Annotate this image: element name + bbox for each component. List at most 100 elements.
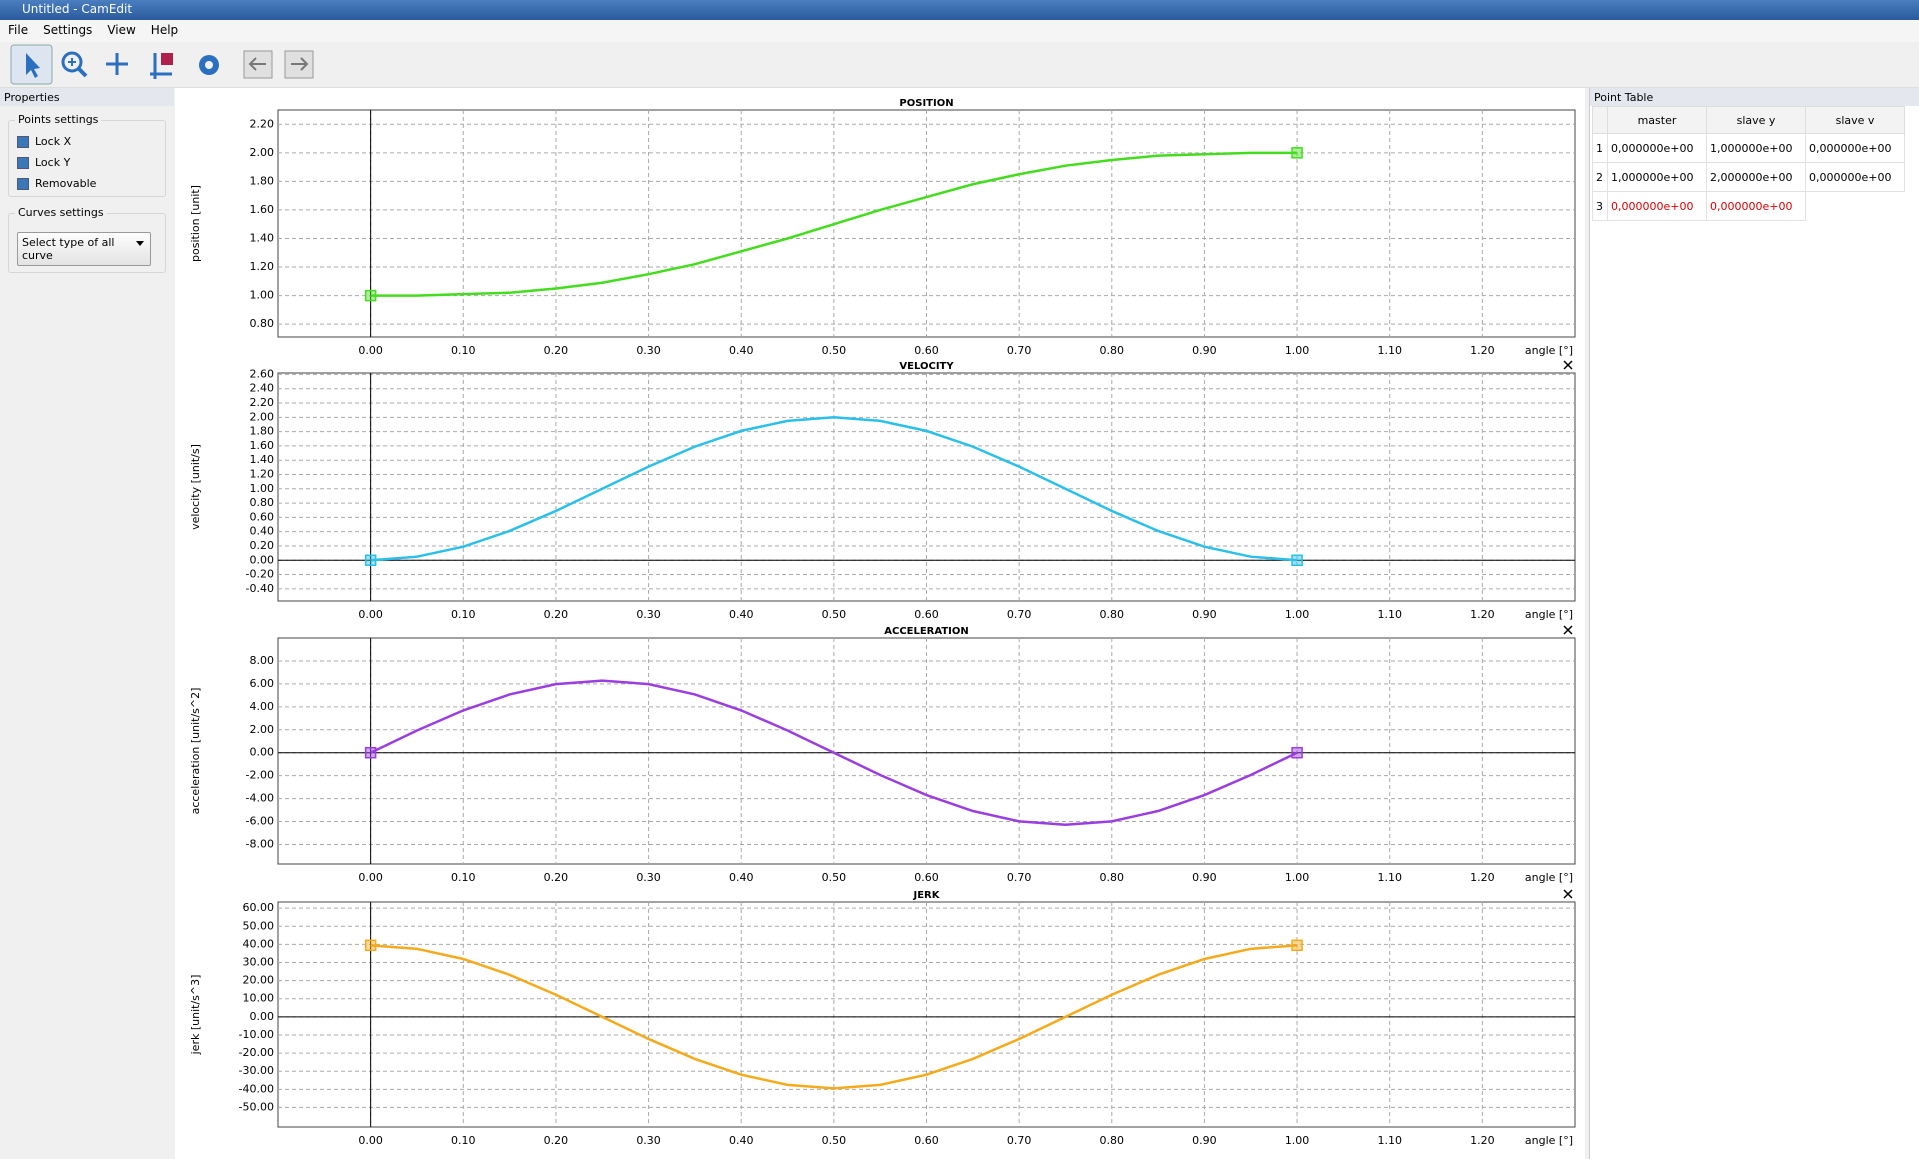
y-tick-label: -20.00 [239, 1046, 274, 1059]
y-tick-label: -8.00 [246, 837, 274, 850]
y-tick-label: 40.00 [243, 937, 275, 950]
y-tick-label: -0.40 [246, 582, 274, 595]
curve [370, 416, 1298, 562]
y-tick-label: 60.00 [243, 901, 275, 914]
x-tick-label: 1.00 [1285, 344, 1310, 357]
curve-type-dropdown[interactable]: Select type of all curve [17, 232, 151, 266]
table-row[interactable]: 3 0,000000e+00 0,000000e+00 [1592, 191, 1905, 221]
x-tick-label: 0.30 [636, 871, 661, 884]
control-point[interactable] [1291, 746, 1303, 759]
x-tick-label: 1.20 [1470, 1134, 1495, 1147]
control-point[interactable] [364, 746, 377, 759]
table-cell[interactable]: 2,000000e+00 [1706, 162, 1806, 192]
table-cell[interactable]: 0,000000e+00 [1607, 191, 1707, 221]
y-tick-label: 8.00 [250, 654, 275, 667]
y-axis-label: acceleration [unit/s^2] [189, 688, 202, 815]
menu-item[interactable]: View [107, 23, 136, 37]
table-cell[interactable]: 1,000000e+00 [1706, 133, 1806, 163]
x-tick-label: 1.20 [1470, 871, 1495, 884]
control-point[interactable] [1291, 554, 1303, 567]
close-button[interactable] [1563, 889, 1573, 899]
x-tick-label: 0.90 [1192, 608, 1217, 621]
x-tick-label: 0.30 [636, 1134, 661, 1147]
y-tick-label: 0.60 [250, 510, 275, 523]
tool-back[interactable] [243, 50, 273, 79]
control-point[interactable] [1291, 147, 1303, 159]
table-cell[interactable]: 0,000000e+00 [1805, 133, 1905, 163]
table-cell[interactable]: 3 [1592, 191, 1608, 221]
tool-settings[interactable] [199, 55, 219, 75]
y-tick-label: -50.00 [239, 1100, 274, 1113]
y-tick-label: 4.00 [250, 700, 275, 713]
tool-zoom[interactable] [61, 51, 88, 78]
x-tick-label: 0.00 [358, 608, 383, 621]
y-axis-label: position [unit] [189, 185, 202, 262]
table-cell[interactable]: 0,000000e+00 [1607, 133, 1707, 163]
x-tick-label: 0.20 [544, 871, 569, 884]
curve [370, 151, 1298, 297]
y-tick-label: 1.20 [250, 467, 275, 480]
x-tick-label: 0.50 [822, 1134, 847, 1147]
group-title: Points settings [15, 113, 102, 126]
menu-item[interactable]: Settings [43, 23, 93, 37]
table-cell[interactable]: 1,000000e+00 [1607, 162, 1707, 192]
tool-pan[interactable] [106, 53, 128, 75]
menu-bar: File Settings View Help [0, 20, 1919, 42]
y-tick-label: 10.00 [243, 992, 275, 1005]
x-tick-label: 1.10 [1377, 344, 1402, 357]
table-cell[interactable]: 0,000000e+00 [1706, 191, 1806, 221]
y-axis-label: velocity [unit/s] [189, 444, 202, 530]
table-cell[interactable]: 1 [1592, 133, 1608, 163]
x-tick-label: 1.10 [1377, 871, 1402, 884]
close-button[interactable] [1563, 360, 1573, 370]
table-row[interactable]: 1 0,000000e+00 1,000000e+00 0,000000e+00 [1592, 133, 1905, 163]
x-tick-label: 1.10 [1377, 1134, 1402, 1147]
control-point[interactable] [364, 939, 377, 952]
y-tick-label: 1.60 [250, 439, 275, 452]
y-tick-label: 2.00 [250, 410, 275, 423]
checkbox[interactable]: Removable [17, 177, 157, 190]
x-tick-label: 0.50 [822, 871, 847, 884]
checkbox-label: Removable [35, 177, 97, 190]
y-tick-label: -0.20 [246, 568, 274, 581]
select-icon [26, 53, 40, 78]
y-axis-label: jerk [unit/s^3] [189, 975, 202, 1056]
y-tick-label: 1.80 [250, 174, 275, 187]
x-tick-label: 0.10 [451, 1134, 476, 1147]
curve [370, 944, 1298, 1090]
x-tick-label: 0.50 [822, 344, 847, 357]
properties-panel: Properties Points settings Lock X Lock Y… [0, 88, 174, 1159]
column-header: slave y [1706, 106, 1806, 134]
x-tick-label: 0.20 [544, 608, 569, 621]
y-tick-label: 2.00 [250, 146, 275, 159]
control-point[interactable] [364, 289, 377, 302]
y-tick-label: 20.00 [243, 974, 275, 987]
x-tick-label: 0.60 [914, 344, 939, 357]
x-tick-label: 0.40 [729, 608, 754, 621]
y-tick-label: 2.00 [250, 723, 275, 736]
chart-title: POSITION [899, 98, 953, 109]
x-tick-label: 0.80 [1100, 608, 1125, 621]
checkbox[interactable]: Lock Y [17, 156, 157, 169]
y-tick-label: 2.60 [250, 367, 275, 380]
y-tick-label: 30.00 [243, 956, 275, 969]
x-tick-label: 0.80 [1100, 344, 1125, 357]
x-tick-label: 0.20 [544, 1134, 569, 1147]
menu-item[interactable]: File [8, 23, 29, 37]
table-row[interactable]: 2 1,000000e+00 2,000000e+00 0,000000e+00 [1592, 162, 1905, 192]
control-point[interactable] [1291, 939, 1303, 952]
tool-forward[interactable] [284, 50, 314, 79]
points-group: Points settings Lock X Lock Y Removable [8, 113, 166, 197]
x-tick-label: 1.10 [1377, 608, 1402, 621]
menu-item[interactable]: Help [150, 23, 179, 37]
title-bar: Untitled - CamEdit [0, 0, 1919, 20]
tool-scale[interactable] [150, 53, 173, 79]
control-point[interactable] [364, 554, 377, 567]
close-button[interactable] [1563, 625, 1573, 635]
table-cell[interactable]: 2 [1592, 162, 1608, 192]
y-tick-label: 0.00 [250, 553, 275, 566]
table-cell[interactable]: 0,000000e+00 [1805, 162, 1905, 192]
x-tick-label: 0.30 [636, 608, 661, 621]
x-tick-label: 0.90 [1192, 1134, 1217, 1147]
checkbox[interactable]: Lock X [17, 135, 157, 148]
